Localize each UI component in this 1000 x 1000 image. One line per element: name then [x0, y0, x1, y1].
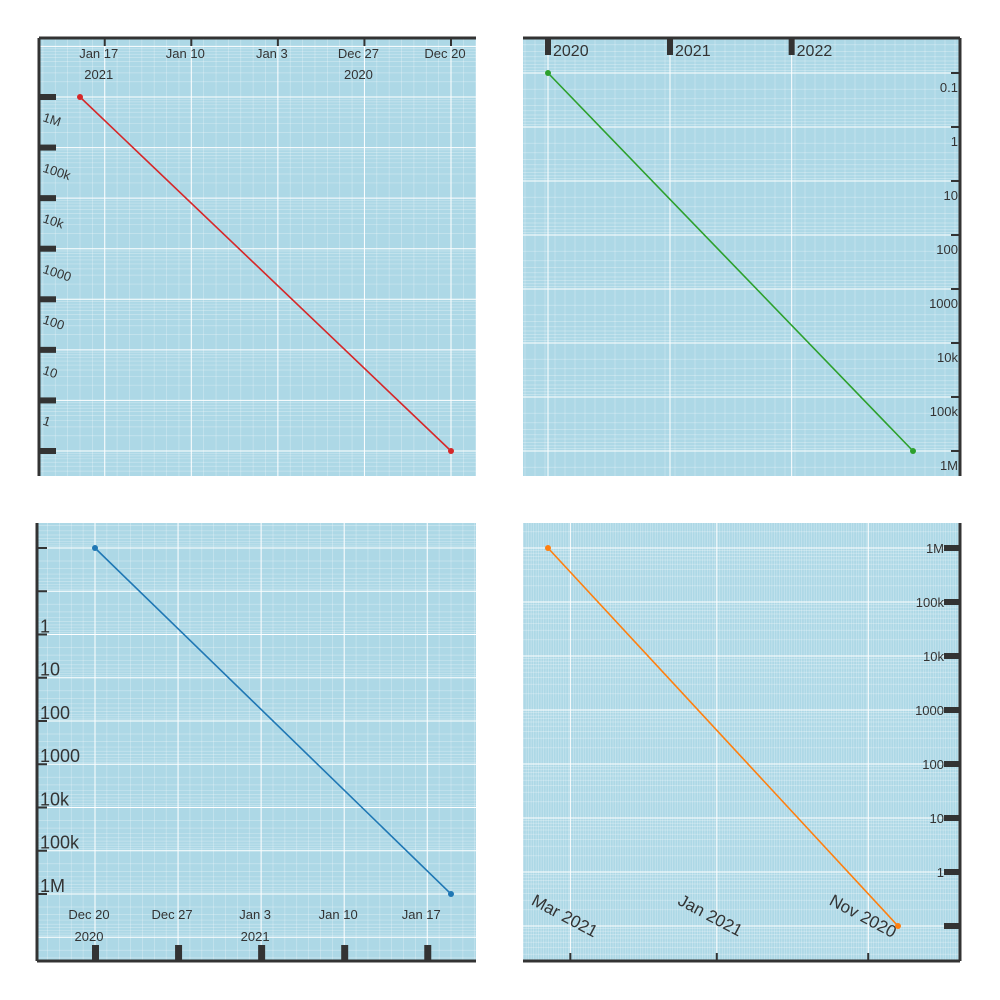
chart-4: Mar 2021 Jan 2021 Nov 20201M100k10k1000100…	[523, 523, 962, 963]
x-tick-label: 2020	[553, 43, 589, 60]
y-tick-label: 100	[936, 242, 958, 257]
x-tick-label: Jan 3	[256, 46, 288, 61]
series-line	[79, 96, 452, 452]
y-tick-label: 1000	[915, 703, 944, 718]
y-tick-mark	[39, 346, 56, 353]
y-tick-label: 100	[922, 757, 944, 772]
y-tick-label: 1	[951, 134, 958, 149]
y-tick-label: 10	[41, 362, 59, 381]
chart-3: Dec 20 2020 Dec 27 Jan 3 2021 Jan 10 Jan 17 1 10…	[35, 523, 476, 963]
x-tick-label: Jan 10	[319, 907, 358, 922]
x-tick-sublabel: 2020	[75, 929, 104, 944]
y-tick-mark	[39, 94, 56, 100]
y-tick-label: 1M	[926, 541, 944, 556]
y-tick-label: 1	[41, 413, 53, 430]
series-point	[910, 448, 916, 454]
x-tick-mark	[545, 38, 551, 55]
y-tick-mark	[944, 545, 960, 551]
y-tick-mark	[944, 599, 960, 605]
series-point	[895, 923, 901, 929]
x-tick-label: Jan 10	[166, 46, 205, 61]
plot-area	[523, 38, 960, 476]
x-tick-mark	[92, 945, 99, 961]
y-tick-mark	[944, 869, 960, 875]
series-line	[94, 547, 452, 895]
y-tick-label: 1	[937, 865, 944, 880]
x-tick-label: Dec 27	[338, 46, 379, 61]
y-tick-mark	[944, 653, 960, 659]
y-tick-mark	[944, 815, 960, 821]
y-tick-label: 10k	[923, 649, 944, 664]
x-tick-mark	[175, 945, 183, 961]
grid	[523, 38, 960, 476]
x-tick-label: Jan 17	[402, 907, 441, 922]
y-tick-label: 10	[944, 188, 958, 203]
y-tick-label: 10k	[40, 789, 70, 809]
x-tick-label: Jan 17	[79, 46, 118, 61]
y-tick-label: 1M	[940, 458, 958, 473]
grid	[523, 523, 960, 961]
y-tick-label: 1M	[40, 876, 65, 896]
x-tick-sublabel: 2021	[241, 929, 270, 944]
grid	[39, 38, 476, 476]
y-tick-mark	[39, 195, 56, 202]
y-tick-mark	[944, 923, 960, 929]
series-point	[448, 891, 454, 897]
y-tick-label: 0.1	[940, 80, 958, 95]
series-point	[77, 94, 83, 100]
x-tick-label: Dec 20	[424, 46, 465, 61]
y-tick-label: 10k	[937, 350, 958, 365]
x-tick-mark	[424, 945, 432, 961]
x-tick-label: 2022	[797, 43, 833, 60]
x-tick-mark	[258, 945, 266, 961]
y-tick-label: 10	[930, 811, 944, 826]
x-tick-sublabel: 2021	[84, 67, 113, 82]
plot-area	[523, 523, 960, 961]
x-tick-label: Jan 3	[239, 907, 271, 922]
y-tick-label: 1M	[41, 110, 63, 130]
y-tick-label: 100k	[930, 404, 959, 419]
x-tick-label: Dec 20	[68, 907, 109, 922]
plot-area	[37, 523, 476, 961]
y-tick-mark	[39, 245, 56, 252]
series-line	[547, 547, 899, 927]
y-tick-mark	[39, 448, 56, 454]
grid	[37, 523, 476, 961]
x-tick-mark	[341, 945, 349, 961]
plot-area	[39, 38, 476, 476]
series-point	[545, 70, 551, 76]
series-point	[545, 545, 551, 551]
y-tick-label: 10	[40, 660, 60, 680]
x-tick-sublabel: 2020	[344, 67, 373, 82]
y-tick-label: 1000	[929, 296, 958, 311]
chart-1: Jan 17 2021 Jan 10 Jan 3 Dec 27 2020 Dec 20 1M 1…	[37, 36, 476, 476]
y-tick-label: 1	[40, 616, 50, 636]
x-tick-mark	[788, 38, 795, 55]
y-tick-label: 1000	[40, 746, 80, 766]
y-tick-label: 100k	[916, 595, 945, 610]
x-tick-label: Dec 27	[151, 907, 192, 922]
chart-2: 2020 2021 2022 0.1 1 10 100 1000 10k 100k 1M	[523, 36, 962, 476]
x-tick-label: 2021	[675, 43, 711, 60]
series-line	[547, 72, 914, 452]
y-tick-mark	[39, 296, 56, 303]
y-tick-mark	[39, 397, 56, 404]
y-tick-label: 100	[40, 703, 70, 723]
series-point	[92, 545, 98, 551]
series-point	[448, 448, 454, 454]
y-tick-mark	[944, 707, 960, 713]
y-tick-label: 100k	[40, 833, 80, 853]
x-tick-mark	[667, 38, 673, 55]
y-tick-label: 10k	[41, 211, 66, 232]
y-tick-label: 100	[41, 312, 66, 333]
y-tick-mark	[39, 144, 56, 151]
y-tick-mark	[944, 761, 960, 767]
